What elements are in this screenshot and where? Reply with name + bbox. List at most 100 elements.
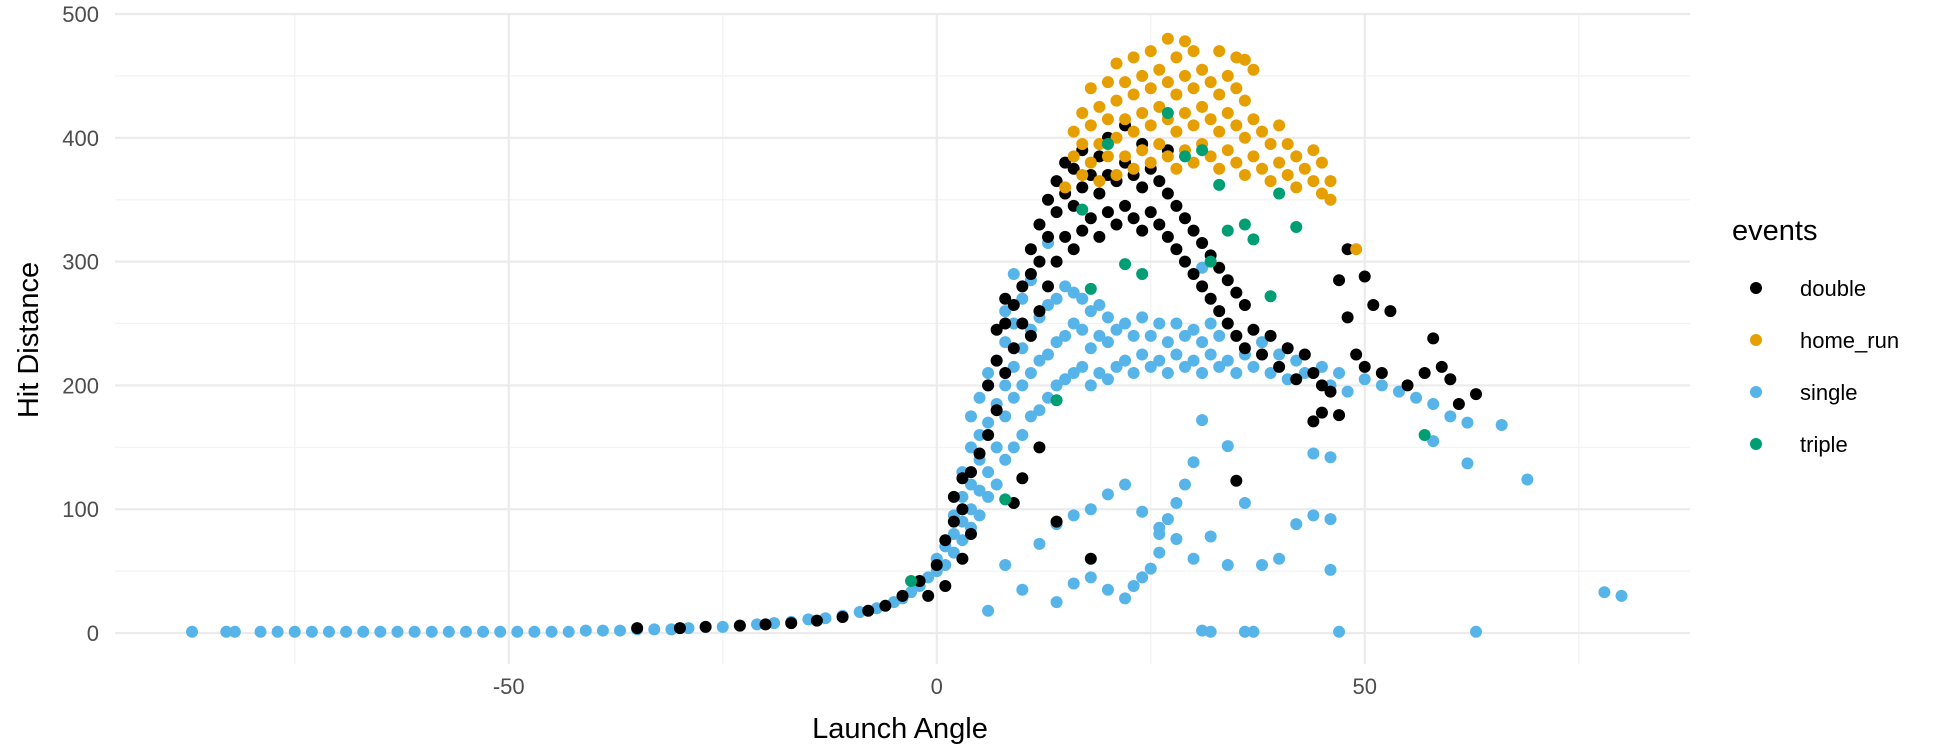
- data-point: [1435, 360, 1448, 373]
- data-point: [1187, 552, 1200, 565]
- data-point: [939, 558, 952, 571]
- data-point: [956, 552, 969, 565]
- data-point: [1016, 583, 1029, 596]
- data-point: [545, 625, 558, 638]
- data-point: [1059, 181, 1072, 194]
- series-home-run: [1059, 32, 1363, 256]
- x-tick-labels: -50 0 50: [493, 674, 1377, 699]
- data-point: [810, 614, 823, 627]
- data-point: [1290, 150, 1303, 163]
- data-point: [999, 379, 1012, 392]
- data-point: [1084, 282, 1097, 295]
- data-point: [1315, 406, 1328, 419]
- data-point: [1247, 625, 1260, 638]
- data-point: [836, 610, 849, 623]
- data-point: [1161, 107, 1174, 120]
- data-point: [1016, 428, 1029, 441]
- data-point: [1187, 224, 1200, 237]
- data-point: [1196, 280, 1209, 293]
- data-point: [1264, 138, 1277, 150]
- data-point: [1127, 125, 1140, 138]
- data-point: [1187, 119, 1200, 132]
- data-point: [1084, 156, 1097, 169]
- data-point: [1153, 317, 1166, 330]
- data-point: [956, 515, 969, 528]
- data-point: [1230, 51, 1243, 64]
- data-point: [973, 484, 986, 497]
- data-point: [964, 441, 977, 454]
- data-point: [1076, 138, 1089, 150]
- data-point: [999, 558, 1012, 571]
- data-point: [990, 323, 1003, 336]
- data-point: [999, 305, 1012, 318]
- data-point: [930, 558, 943, 571]
- series-triple: [905, 107, 1431, 588]
- data-point: [1281, 342, 1294, 355]
- data-point: [1238, 131, 1251, 144]
- data-point: [1024, 243, 1037, 256]
- data-point: [999, 292, 1012, 305]
- data-point: [1452, 398, 1465, 410]
- data-point: [1230, 119, 1243, 132]
- data-point: [1358, 360, 1371, 373]
- data-point: [1084, 571, 1097, 584]
- data-point: [1298, 367, 1311, 380]
- data-point: [1033, 537, 1046, 550]
- data-point: [1110, 218, 1123, 231]
- legend-label: single: [1800, 380, 1857, 405]
- data-point: [673, 622, 686, 635]
- data-points: [186, 32, 1628, 638]
- data-point: [305, 625, 318, 638]
- data-point: [1076, 360, 1089, 373]
- series-single: [186, 237, 1628, 638]
- legend-item-single: single: [1750, 380, 1857, 405]
- data-point: [1247, 323, 1260, 336]
- data-point: [947, 490, 960, 503]
- data-point: [939, 534, 952, 547]
- data-point: [1136, 268, 1149, 280]
- data-point: [1084, 342, 1097, 355]
- data-point: [1119, 592, 1132, 605]
- data-point: [1050, 394, 1063, 407]
- data-point: [1101, 138, 1114, 150]
- data-point: [1042, 280, 1055, 293]
- data-point: [1153, 175, 1166, 188]
- data-point: [1384, 305, 1397, 318]
- data-point: [1144, 45, 1157, 58]
- data-point: [1213, 162, 1226, 175]
- data-point: [1196, 414, 1209, 427]
- data-point: [1178, 360, 1191, 373]
- data-point: [1196, 261, 1209, 274]
- data-point: [1059, 230, 1072, 243]
- data-point: [1153, 138, 1166, 150]
- data-point: [1324, 563, 1337, 576]
- data-point: [1067, 162, 1080, 175]
- data-point: [1059, 156, 1072, 169]
- data-point: [947, 546, 960, 559]
- data-point: [1016, 379, 1029, 392]
- data-point: [1341, 243, 1354, 256]
- data-point: [1170, 51, 1183, 64]
- data-point: [1213, 305, 1226, 318]
- data-point: [1110, 360, 1123, 373]
- data-point: [1221, 224, 1234, 237]
- data-point: [939, 580, 952, 592]
- data-point: [1281, 373, 1294, 386]
- data-point: [1033, 354, 1046, 367]
- data-point: [1059, 280, 1072, 293]
- data-point: [1136, 311, 1149, 324]
- data-point: [947, 528, 960, 540]
- data-point: [1033, 218, 1046, 231]
- legend-swatch: [1750, 438, 1762, 450]
- data-point: [1444, 373, 1457, 386]
- data-point: [1615, 589, 1628, 602]
- data-point: [1521, 473, 1534, 486]
- data-point: [1144, 329, 1157, 342]
- legend-swatch: [1750, 334, 1762, 346]
- data-point: [1273, 156, 1286, 169]
- data-point: [1238, 342, 1251, 355]
- data-point: [1042, 348, 1055, 361]
- data-point: [1401, 379, 1414, 392]
- data-point: [1204, 530, 1217, 543]
- data-point: [1042, 230, 1055, 243]
